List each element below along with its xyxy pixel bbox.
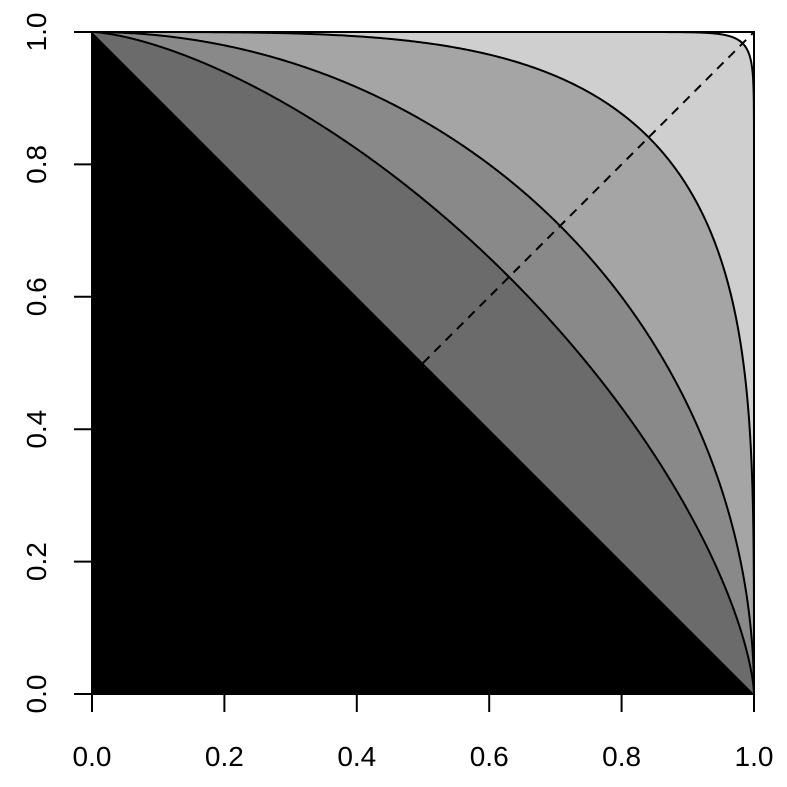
x-tick-label: 1.0 bbox=[735, 741, 774, 772]
y-tick-label: 0.6 bbox=[21, 277, 52, 316]
curve-p4 bbox=[92, 31, 755, 694]
y-tick-label: 0.8 bbox=[21, 145, 52, 184]
y-tick-label: 0.0 bbox=[21, 675, 52, 714]
y-tick-label: 0.4 bbox=[21, 410, 52, 449]
x-tick-label: 0.0 bbox=[73, 741, 112, 772]
reference-dashed-line bbox=[422, 31, 755, 364]
x-tick-label: 0.8 bbox=[602, 741, 641, 772]
x-axis: 0.0 0.2 0.4 0.6 0.8 1.0 bbox=[73, 693, 774, 772]
y-tick-label: 1.0 bbox=[21, 13, 52, 52]
x-tick-label: 0.4 bbox=[337, 741, 376, 772]
y-tick-label: 0.2 bbox=[21, 542, 52, 581]
curve-p1.5 bbox=[92, 31, 755, 694]
x-tick-label: 0.6 bbox=[470, 741, 509, 772]
y-axis: 0.0 0.2 0.4 0.6 0.8 1.0 bbox=[21, 13, 93, 714]
x-tick-label: 0.2 bbox=[205, 741, 244, 772]
